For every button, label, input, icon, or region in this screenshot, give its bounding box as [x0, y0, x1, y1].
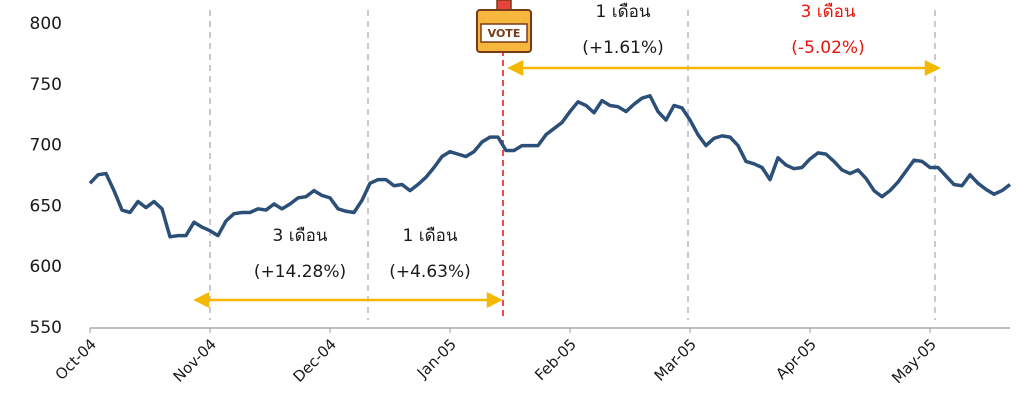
x-tick-label: Apr-05: [772, 335, 820, 383]
x-tick-label: Oct-04: [52, 335, 100, 383]
vote-icon: VOTE: [476, 0, 532, 53]
x-tick-label: Mar-05: [651, 335, 700, 384]
x-tick-label: Feb-05: [531, 335, 580, 384]
x-tick-label: Nov-04: [170, 335, 220, 385]
y-tick-label: 600: [30, 257, 62, 277]
x-tick-label: May-05: [888, 335, 940, 387]
vote-label: VOTE: [488, 27, 521, 40]
period-arrow: [507, 59, 941, 77]
x-tick-label: Dec-04: [289, 335, 340, 386]
period-label: 3 เดือน: [273, 226, 328, 246]
period-label: 1 เดือน: [403, 226, 458, 246]
period-change: (+14.28%): [254, 262, 346, 282]
y-tick-label: 700: [30, 136, 62, 156]
period-change: (+1.61%): [582, 38, 664, 58]
period-label: 3 เดือน: [801, 2, 856, 22]
period-change: (+4.63%): [389, 262, 471, 282]
price-line: [88, 93, 1012, 239]
x-tick-label: Jan-05: [413, 335, 460, 382]
period-change: (-5.02%): [791, 38, 864, 58]
y-tick-label: 550: [30, 318, 62, 338]
period-arrow: [193, 291, 503, 309]
y-tick-label: 750: [30, 75, 62, 95]
y-tick-label: 650: [30, 196, 62, 216]
y-tick-label: 800: [30, 14, 62, 34]
period-label: 1 เดือน: [596, 2, 651, 22]
